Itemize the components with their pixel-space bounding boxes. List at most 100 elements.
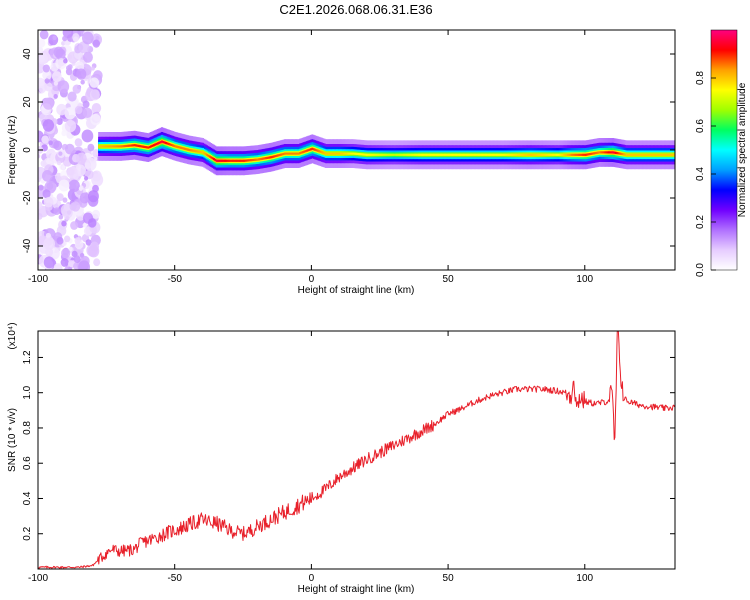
ridge-cell (322, 151, 325, 154)
ridge-cell (386, 153, 389, 156)
spectrogram-x-tick-label: 0 (309, 274, 315, 285)
noise-blob (43, 237, 56, 251)
noise-blob (63, 58, 68, 64)
ridge-cell (571, 153, 574, 156)
ridge-cell (633, 153, 636, 156)
noise-blob (81, 129, 94, 143)
ridge-cell (348, 152, 351, 155)
ridge-cell (387, 153, 390, 156)
ridge-cell (454, 153, 457, 156)
ridge-cell (232, 159, 235, 162)
snr-y-axis-label: SNR (10 * v/v) (7, 408, 18, 472)
noise-blob (42, 189, 51, 199)
ridge-cell (666, 153, 669, 156)
ridge-cell (335, 152, 338, 155)
ridge-cell (244, 159, 247, 162)
snr-y-tick-label: 1.2 (22, 350, 33, 364)
ridge-cell (229, 159, 232, 162)
ridge-cell (256, 158, 259, 161)
ridge-cell (520, 153, 523, 156)
ridge-cell (366, 153, 369, 156)
ridge-cell (100, 145, 103, 148)
ridge-cell (260, 157, 263, 160)
ridge-cell (107, 145, 110, 148)
ridge-cell (443, 153, 446, 156)
noise-blob (70, 221, 79, 230)
ridge-cell (301, 151, 304, 154)
ridge-cell (316, 149, 319, 152)
ridge-cell (501, 153, 504, 156)
noise-blob (45, 232, 51, 239)
ridge-cell (649, 153, 651, 156)
ridge-cell (435, 153, 438, 156)
noise-blob (87, 218, 97, 228)
noise-blob (61, 130, 67, 137)
ridge-cell (251, 159, 254, 162)
ridge-cell (546, 153, 549, 156)
snr-x-ticks: -100 -50 0 50 100 (28, 331, 594, 584)
ridge-cell (541, 153, 544, 156)
ridge-cell (519, 153, 522, 156)
ridge-cell (639, 153, 642, 156)
ridge-cell (400, 153, 403, 156)
ridge-cell (564, 153, 567, 156)
ridge-cell (270, 156, 273, 159)
ridge-cell (407, 153, 410, 156)
ridge-cell (267, 156, 270, 159)
ridge-cell (636, 153, 639, 156)
ridge-cell (212, 158, 215, 161)
ridge-cell (594, 152, 597, 155)
ridge-cell (191, 149, 194, 152)
ridge-cell (154, 143, 157, 146)
ridge-cell (562, 153, 565, 156)
ridge-cell (572, 153, 575, 156)
ridge-cell (561, 153, 564, 156)
ridge-cell (450, 153, 453, 156)
ridge-cell (491, 153, 494, 156)
ridge-cell (531, 153, 534, 156)
ridge-cell (655, 153, 658, 156)
ridge-cell (554, 153, 557, 156)
ridge-cell (495, 153, 498, 156)
ridge-cell (139, 145, 142, 148)
ridge-cell (664, 153, 667, 156)
noise-blob (92, 39, 101, 48)
ridge-cell (433, 153, 436, 156)
ridge-cell (530, 153, 533, 156)
snr-y-tick-label: 1.0 (22, 385, 33, 399)
ridge-cell (374, 153, 377, 156)
ridge-cell (319, 150, 322, 153)
ridge-cell (207, 154, 210, 157)
ridge-cell (331, 152, 334, 155)
ridge-cell (524, 153, 527, 156)
ridge-cell (423, 153, 426, 156)
ridge-cell (472, 153, 475, 156)
snr-plot-area (38, 331, 675, 569)
ridge-cell (152, 144, 155, 147)
noise-blob (44, 82, 53, 92)
noise-blob (42, 64, 51, 73)
ridge-cell (170, 143, 173, 147)
ridge-cell (329, 152, 332, 155)
ridge-cell (484, 153, 487, 156)
ridge-cell (166, 142, 169, 145)
ridge-cell (115, 145, 118, 148)
noise-blob (38, 86, 45, 93)
ridge-cell (553, 153, 556, 156)
ridge-cell (135, 144, 138, 147)
ridge-cell (504, 153, 507, 156)
noise-blob (75, 241, 81, 248)
ridge-cell (372, 153, 375, 156)
ridge-cell (620, 152, 623, 155)
colorbar-ticks: 0.0 0.2 0.4 0.6 0.8 (695, 71, 716, 277)
ridge-cell (478, 153, 481, 156)
ridge-cell (352, 152, 355, 155)
ridge-cell (449, 153, 452, 156)
ridge-cell (305, 149, 308, 152)
ridge-cell (475, 153, 478, 156)
ridge-cell (460, 153, 463, 156)
noise-blob (64, 107, 76, 120)
ridge-cell (647, 153, 650, 156)
ridge-cell (312, 148, 315, 151)
